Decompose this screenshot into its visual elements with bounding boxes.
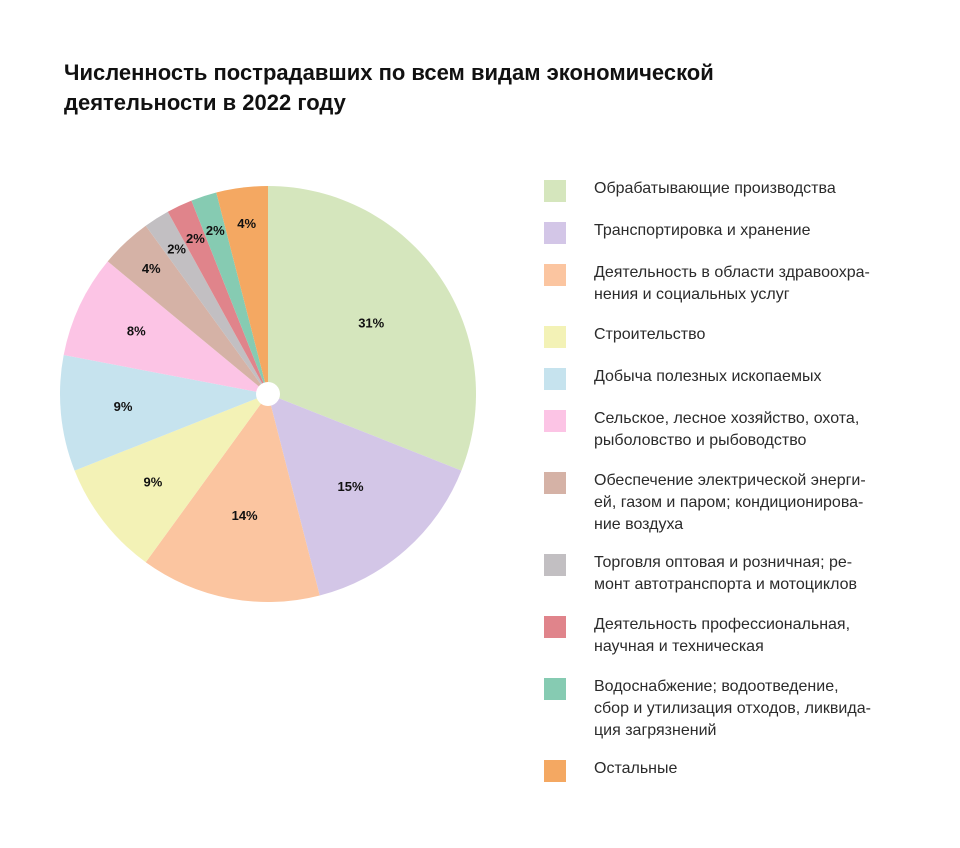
slice-value-label-7: 2% bbox=[167, 241, 186, 256]
pie-slice-7 bbox=[145, 211, 268, 394]
legend-swatch-10 bbox=[544, 760, 566, 782]
slice-value-label-8: 2% bbox=[186, 231, 205, 246]
legend-item-9: Водоснабжение; водоотведение, сбор и ути… bbox=[544, 676, 934, 742]
chart-title: Численность пострадавших по всем видам э… bbox=[64, 60, 714, 115]
legend-swatch-8 bbox=[544, 616, 566, 638]
legend-swatch-0 bbox=[544, 180, 566, 202]
legend-label-6: Обеспечение электрической энерги- ей, га… bbox=[594, 472, 866, 533]
pie-slice-5 bbox=[63, 261, 269, 394]
legend-item-6: Обеспечение электрической энерги- ей, га… bbox=[544, 470, 934, 536]
slice-value-label-4: 9% bbox=[114, 399, 133, 414]
legend-swatch-3 bbox=[544, 326, 566, 348]
legend-item-1: Транспортировка и хранение bbox=[544, 220, 934, 244]
legend-label-0: Обрабатывающие производства bbox=[594, 180, 836, 197]
slice-value-label-10: 4% bbox=[237, 216, 256, 231]
legend-label-2: Деятельность в области здравоохра- нения… bbox=[594, 264, 870, 303]
pie-slice-0 bbox=[268, 186, 476, 471]
legend-label-10: Остальные bbox=[594, 760, 678, 777]
legend-swatch-9 bbox=[544, 678, 566, 700]
slice-value-label-6: 4% bbox=[142, 261, 161, 276]
legend-swatch-5 bbox=[544, 410, 566, 432]
slice-value-label-0: 31% bbox=[358, 315, 384, 330]
legend-label-4: Добыча полезных ископаемых bbox=[594, 368, 822, 385]
legend-swatch-7 bbox=[544, 554, 566, 576]
pie-slice-9 bbox=[191, 192, 268, 394]
legend-label-5: Сельское, лесное хозяйство, охота, рыбол… bbox=[594, 410, 860, 449]
legend-label-3: Строительство bbox=[594, 326, 706, 343]
pie-slice-1 bbox=[268, 394, 462, 596]
legend-label-7: Торговля оптовая и розничная; ре- монт а… bbox=[594, 554, 857, 593]
legend-item-0: Обрабатывающие производства bbox=[544, 178, 934, 202]
legend-swatch-2 bbox=[544, 264, 566, 286]
legend-label-8: Деятельность профессиональная, научная и… bbox=[594, 616, 851, 655]
pie-center-hole bbox=[256, 382, 280, 406]
slice-value-label-1: 15% bbox=[338, 479, 364, 494]
legend-swatch-6 bbox=[544, 472, 566, 494]
slice-value-label-5: 8% bbox=[127, 323, 146, 338]
legend-swatch-1 bbox=[544, 222, 566, 244]
pie-slice-8 bbox=[167, 200, 268, 394]
legend-swatch-4 bbox=[544, 368, 566, 390]
legend-item-3: Строительство bbox=[544, 324, 934, 348]
slice-value-label-9: 2% bbox=[206, 223, 225, 238]
legend-item-4: Добыча полезных ископаемых bbox=[544, 366, 934, 390]
legend-item-2: Деятельность в области здравоохра- нения… bbox=[544, 262, 934, 306]
slice-value-label-3: 9% bbox=[144, 475, 163, 490]
legend-label-1: Транспортировка и хранение bbox=[594, 222, 811, 239]
slice-value-label-2: 14% bbox=[232, 508, 258, 523]
pie-slice-10 bbox=[216, 186, 268, 394]
pie-slice-6 bbox=[107, 225, 268, 394]
legend-item-10: Остальные bbox=[544, 758, 934, 782]
pie-slice-3 bbox=[74, 394, 268, 563]
legend-item-5: Сельское, лесное хозяйство, охота, рыбол… bbox=[544, 408, 934, 452]
pie-slice-2 bbox=[145, 394, 320, 603]
legend-label-9: Водоснабжение; водоотведение, сбор и ути… bbox=[594, 678, 871, 739]
legend-item-8: Деятельность профессиональная, научная и… bbox=[544, 614, 934, 658]
pie-slice-4 bbox=[59, 355, 268, 471]
legend-item-7: Торговля оптовая и розничная; ре- монт а… bbox=[544, 552, 934, 596]
